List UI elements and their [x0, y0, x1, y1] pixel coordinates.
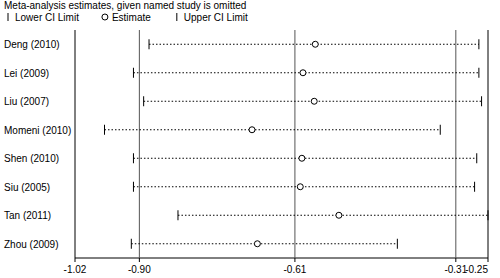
- legend-item: Upper CI Limit: [177, 12, 248, 23]
- ci-limit-marker: [149, 39, 150, 49]
- ci-limit-marker: [474, 182, 475, 192]
- ci-limit-marker: [481, 96, 482, 106]
- x-tick: [75, 258, 76, 262]
- estimate-marker: [297, 184, 303, 190]
- ci-limit-marker: [476, 153, 477, 163]
- ci-limit-marker: [133, 68, 134, 78]
- legend-label: Lower CI Limit: [15, 12, 79, 23]
- ci-limit-marker: [143, 96, 144, 106]
- x-tick-label: -1.02: [64, 264, 87, 275]
- legend-item: Lower CI Limit: [8, 12, 79, 23]
- reference-line: [139, 30, 140, 258]
- ci-limit-marker: [478, 39, 479, 49]
- legend-symbol: [102, 14, 108, 20]
- ci-line: [133, 186, 474, 187]
- ci-limit-marker: [440, 125, 441, 135]
- category-label: Liu (2007): [4, 96, 49, 107]
- x-tick: [455, 258, 456, 262]
- estimate-marker: [336, 212, 342, 218]
- legend-symbol: [8, 13, 9, 21]
- category-label: Siu (2005): [4, 182, 50, 193]
- x-tick: [294, 258, 295, 262]
- category-label: Tan (2011): [4, 210, 51, 221]
- x-tick-label: -0.61: [284, 264, 307, 275]
- ci-limit-marker: [104, 125, 105, 135]
- x-tick-label: -0.90: [128, 264, 151, 275]
- ci-limit-marker: [488, 210, 489, 220]
- x-tick-label: -0.31: [444, 264, 467, 275]
- ci-line: [178, 215, 488, 216]
- chart: Meta-analysis estimates, given named stu…: [0, 0, 500, 278]
- ci-limit-marker: [131, 239, 132, 249]
- legend-item: Estimate: [102, 12, 151, 23]
- ci-limit-marker: [177, 210, 178, 220]
- legend-label: Upper CI Limit: [184, 12, 248, 23]
- reference-line: [455, 30, 456, 258]
- estimate-marker: [299, 155, 305, 161]
- category-label: Momeni (2010): [4, 125, 71, 136]
- ci-limit-marker: [133, 182, 134, 192]
- x-axis: [75, 258, 488, 259]
- ci-limit-marker: [133, 153, 134, 163]
- title: Meta-analysis estimates, given named stu…: [4, 0, 246, 11]
- estimate-marker: [311, 98, 317, 104]
- legend-label: Estimate: [112, 12, 151, 23]
- x-tick-label: -0.25: [465, 264, 488, 275]
- marks: [105, 39, 489, 249]
- x-tick: [139, 258, 140, 262]
- category-label: Zhou (2009): [4, 239, 58, 250]
- ci-line: [131, 243, 397, 244]
- legend-symbol: [176, 13, 177, 21]
- estimate-marker: [249, 127, 255, 133]
- category-label: Shen (2010): [4, 153, 59, 164]
- ci-limit-marker: [397, 239, 398, 249]
- frame-left: [75, 30, 76, 258]
- frame-right: [488, 30, 489, 258]
- x-tick: [488, 258, 489, 262]
- reference-line: [294, 30, 295, 258]
- estimate-marker: [312, 41, 318, 47]
- category-label: Lei (2009): [4, 68, 49, 79]
- chart-container: Meta-analysis estimates, given named stu…: [0, 0, 500, 278]
- estimate-marker: [254, 241, 260, 247]
- ci-line: [105, 129, 441, 130]
- estimate-marker: [300, 70, 306, 76]
- ci-limit-marker: [478, 68, 479, 78]
- category-label: Deng (2010): [4, 39, 60, 50]
